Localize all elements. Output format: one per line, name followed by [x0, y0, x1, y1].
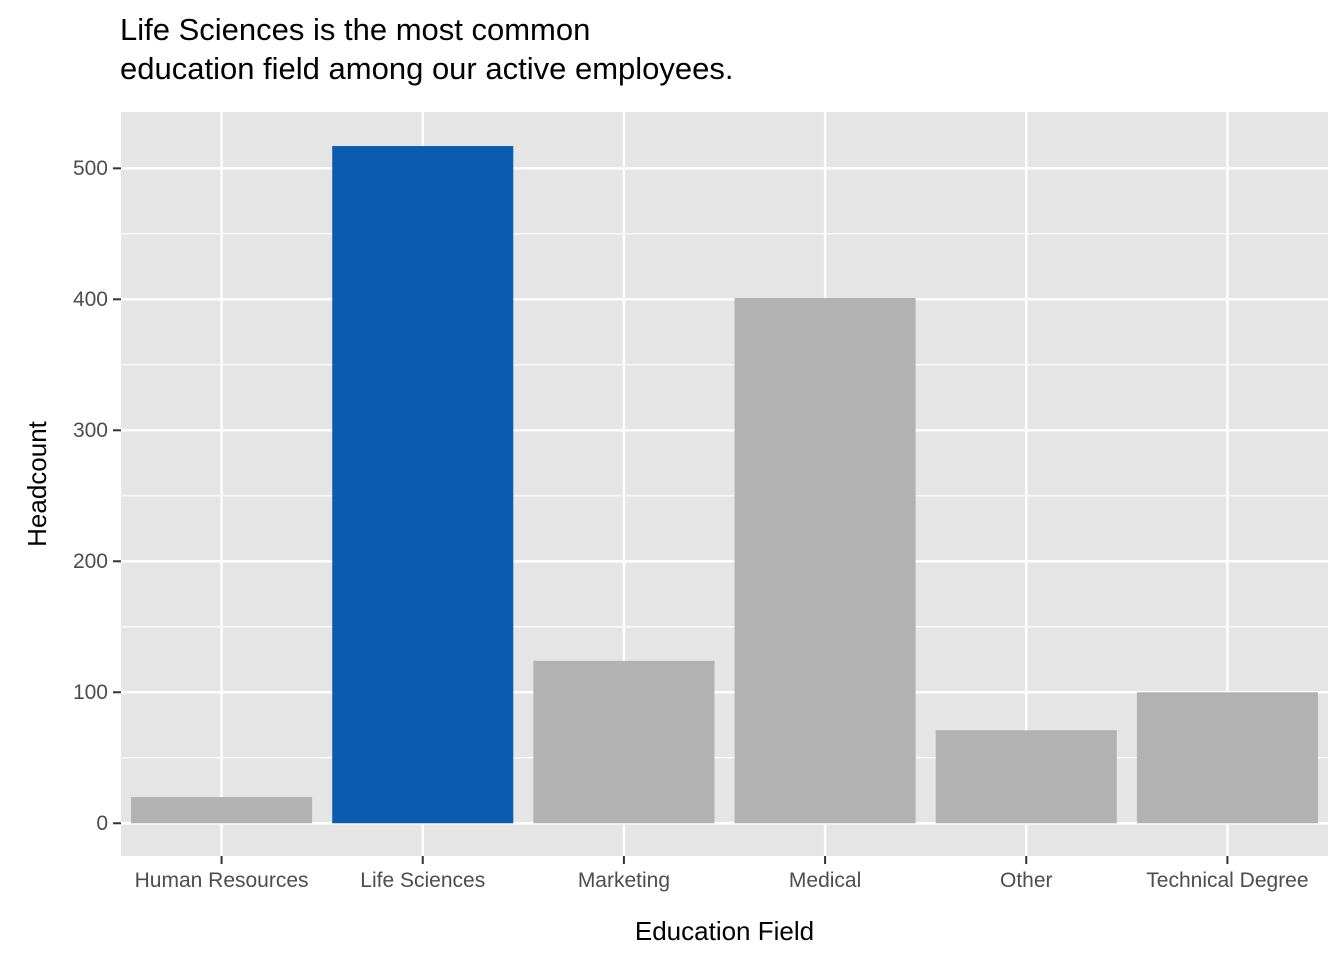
bar-marketing	[533, 660, 715, 824]
minor-gridlines	[121, 233, 1328, 759]
bar-human-resources	[131, 797, 313, 824]
y-tick-label: 0	[96, 812, 108, 835]
y-tick-label: 200	[73, 550, 108, 573]
bar-other	[935, 730, 1117, 824]
y-tick-label: 400	[73, 288, 108, 311]
chart-title-line-1: Life Sciences is the most common	[120, 12, 591, 47]
x-tick-label: Human Resources	[135, 869, 309, 892]
y-axis: 0 100 200 300 400 500	[73, 157, 121, 835]
bar-technical-degree	[1136, 692, 1318, 824]
x-tick-label: Marketing	[578, 869, 670, 892]
plot-panel	[121, 112, 1328, 856]
x-tick-label: Medical	[789, 869, 861, 892]
y-tick-label: 100	[73, 681, 108, 704]
x-tick-label: Life Sciences	[360, 869, 485, 892]
bars	[131, 146, 1318, 824]
x-axis: Human Resources Life Sciences Marketing Med…	[135, 856, 1309, 892]
x-tick-label: Other	[1000, 869, 1053, 892]
chart-title-line-2: education field among our active employe…	[120, 51, 734, 86]
y-tick-label: 300	[73, 419, 108, 442]
y-axis-title: Headcount	[22, 420, 52, 547]
bar-life-sciences	[332, 146, 514, 824]
bar-medical	[734, 298, 916, 824]
y-tick-label: 500	[73, 157, 108, 180]
x-axis-title: Education Field	[635, 916, 814, 946]
chart-title: Life Sciences is the most common educati…	[120, 10, 733, 88]
x-tick-label: Technical Degree	[1146, 869, 1308, 892]
